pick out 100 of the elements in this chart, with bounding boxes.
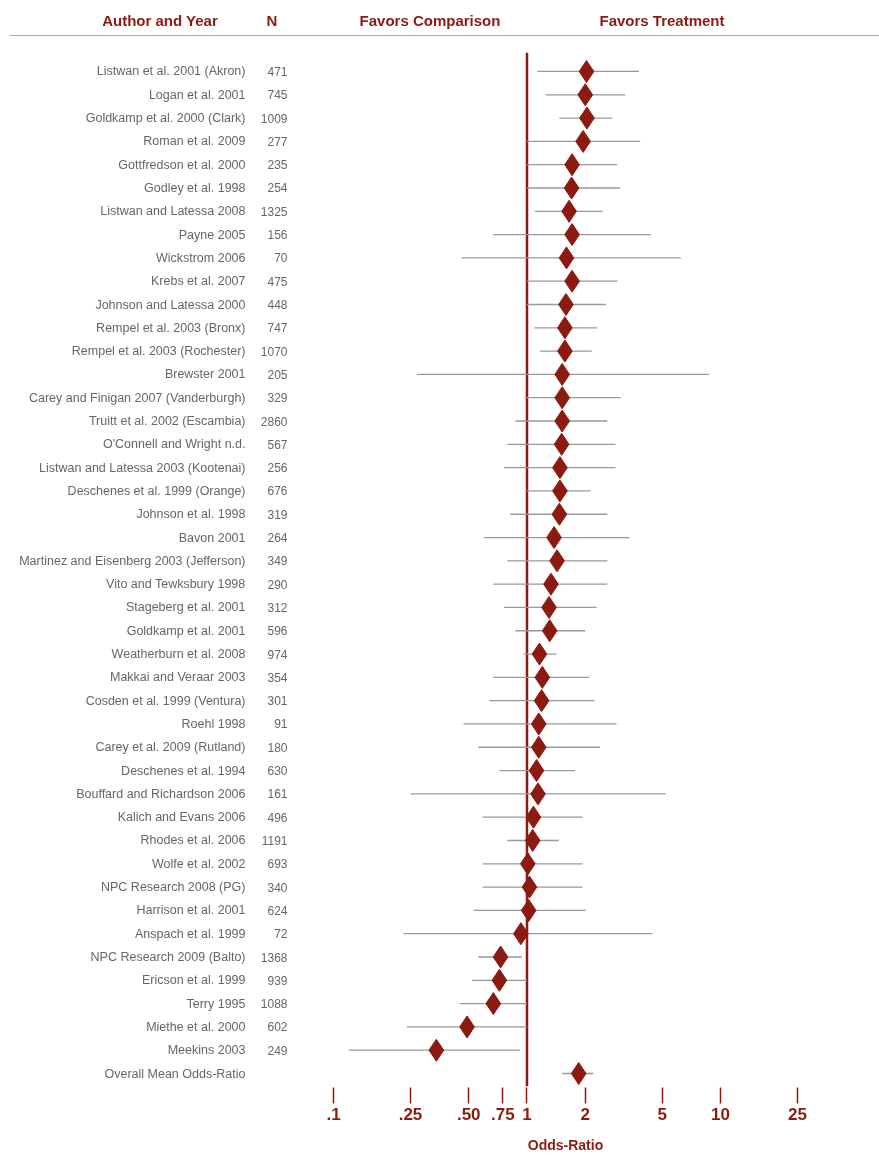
y2-tick-label: 939: [267, 973, 288, 988]
y-tick-label: Brewster 2001: [164, 367, 246, 382]
y2-tick-label: 254: [267, 181, 288, 196]
y2-tick-label: 496: [267, 810, 288, 825]
x-axis-title: Odds-Ratio: [527, 1136, 604, 1153]
y2-tick-label: 676: [267, 484, 288, 499]
text: Favors Comparison: [359, 11, 501, 31]
y-tick-label: Anspach et al. 1999: [135, 926, 246, 941]
y2-tick-label: 630: [267, 764, 288, 779]
y-tick-label: Bouffard and Richardson 2006: [76, 786, 246, 801]
y2-tick-label: 745: [267, 88, 288, 103]
x-tick-label: 25: [788, 1104, 807, 1124]
y-tick-label: Deschenes et al. 1994: [121, 763, 246, 778]
y2-tick-label: 1191: [261, 833, 288, 848]
y-tick-label: Rhodes et al. 2006: [140, 833, 246, 848]
y-tick-label: O'Connell and Wright n.d.: [102, 437, 246, 452]
y2-tick-label: 312: [267, 600, 288, 615]
y-tick-label: Truitt et al. 2002 (Escambia): [88, 414, 246, 429]
y-tick-label: Miethe et al. 2000: [146, 1019, 246, 1034]
y2-tick-label: 747: [267, 321, 288, 336]
y2-tick-label: 205: [267, 367, 288, 382]
y-tick-label: Overall Mean Odds-Ratio: [104, 1066, 246, 1081]
y-tick-label: Carey and Finigan 2007 (Vanderburgh): [28, 390, 246, 405]
y2-tick-label: 471: [267, 64, 288, 79]
y-tick-label: Martinez and Eisenberg 2003 (Jefferson): [19, 553, 246, 568]
y2-tick-label: 340: [267, 880, 288, 895]
y-tick-label: Roehl 1998: [181, 716, 246, 731]
y2-tick-label: 596: [267, 624, 288, 639]
y-tick-label: Krebs et al. 2007: [150, 274, 246, 289]
y-tick-label: Vito and Tewksbury 1998: [106, 577, 246, 592]
text: Favors Treatment: [599, 11, 725, 31]
y-tick-label: Payne 2005: [178, 227, 246, 242]
y2-tick-label: 264: [267, 531, 288, 546]
y-tick-label: Listwan et al. 2001 (Akron): [96, 64, 246, 79]
y-tick-label: NPC Research 2008 (PG): [101, 880, 246, 895]
y2-tick-label: 693: [267, 857, 288, 872]
y2-tick-label: 91: [274, 717, 288, 732]
y-tick-label: Wolfe et al. 2002: [151, 856, 246, 871]
y-tick-label: Bavon 2001: [178, 530, 246, 545]
y-tick-label: Roman et al. 2009: [143, 134, 246, 149]
y2-axis-title: N: [266, 11, 278, 31]
y2-tick-label: 72: [274, 927, 288, 942]
y2-tick-label: 156: [267, 228, 288, 243]
y2-tick-label: 349: [267, 554, 288, 569]
y2-tick-label: 249: [267, 1043, 288, 1058]
x-tick-label: .75: [491, 1104, 515, 1124]
y2-tick-label: 448: [267, 298, 288, 313]
y2-tick-label: 2860: [260, 414, 288, 429]
y2-tick-label: 329: [267, 391, 288, 406]
y-tick-label: Gottfredson et al. 2000: [118, 157, 246, 172]
y2-tick-label: 1070: [260, 344, 288, 359]
y2-tick-label: 1325: [260, 204, 288, 219]
y2-tick-label: 70: [274, 251, 288, 266]
y-tick-label: Godley et al. 1998: [144, 180, 246, 195]
y2-tick-label: 354: [267, 670, 288, 685]
y-tick-label: Listwan and Latessa 2008: [100, 204, 246, 219]
y2-tick-label: 290: [267, 577, 288, 592]
x-tick-label: 10: [711, 1104, 730, 1124]
y2-tick-label: 1368: [260, 950, 288, 965]
y-tick-label: Stageberg et al. 2001: [125, 600, 246, 615]
y-tick-label: Terry 1995: [186, 996, 246, 1011]
x-tick-label: 5: [657, 1104, 667, 1124]
y-tick-label: Listwan and Latessa 2003 (Kootenai): [39, 460, 246, 475]
y-tick-label: NPC Research 2009 (Balto): [90, 950, 246, 964]
y2-tick-label: 256: [267, 461, 288, 476]
x-tick-label: .50: [456, 1104, 481, 1124]
x-tick-label: 2: [580, 1104, 590, 1124]
y-tick-label: Makkai and Veraar 2003: [110, 670, 246, 685]
y2-tick-label: 235: [267, 158, 288, 173]
y2-tick-label: 475: [267, 274, 288, 289]
y-tick-label: Goldkamp et al. 2000 (Clark): [85, 111, 246, 126]
y2-tick-label: 319: [267, 507, 288, 522]
y2-tick-label: 624: [267, 903, 288, 918]
y-tick-label: Rempel et al. 2003 (Rochester): [71, 344, 246, 359]
y2-tick-label: 180: [267, 740, 288, 755]
y2-tick-label: 1009: [260, 111, 288, 126]
y-tick-label: Meekins 2003: [167, 1043, 246, 1058]
y2-tick-label: 567: [267, 437, 288, 452]
y-tick-label: Harrison et al. 2001: [136, 903, 246, 918]
y-tick-label: Goldkamp et al. 2001: [126, 623, 246, 638]
y-tick-label: Cosden et al. 1999 (Ventura): [85, 693, 246, 708]
y2-tick-label: 277: [267, 134, 288, 149]
y2-tick-label: 602: [267, 1020, 288, 1035]
y-tick-label: Deschenes et al. 1999 (Orange): [67, 483, 246, 498]
y-tick-label: Wickstrom 2006: [155, 250, 246, 265]
y2-tick-label: 1088: [260, 997, 288, 1012]
y-tick-label: Rempel et al. 2003 (Bronx): [96, 320, 246, 335]
y2-tick-label: 974: [267, 647, 288, 662]
y-axis-title: Author and Year: [102, 11, 218, 31]
x-tick-label: .1: [326, 1104, 341, 1124]
y2-tick-label: 161: [267, 787, 288, 802]
x-tick-label: .25: [398, 1104, 423, 1124]
y-tick-label: Kalich and Evans 2006: [117, 810, 246, 825]
y-tick-label: Weatherburn et al. 2008: [111, 647, 246, 662]
y2-tick-label: 301: [267, 694, 288, 709]
x-tick-label: 1: [522, 1104, 532, 1124]
y-tick-label: Logan et al. 2001: [148, 87, 246, 102]
y-tick-label: Johnson and Latessa 2000: [95, 297, 246, 312]
y-tick-label: Johnson et al. 1998: [136, 507, 246, 522]
y-tick-label: Carey et al. 2009 (Rutland): [95, 740, 246, 755]
